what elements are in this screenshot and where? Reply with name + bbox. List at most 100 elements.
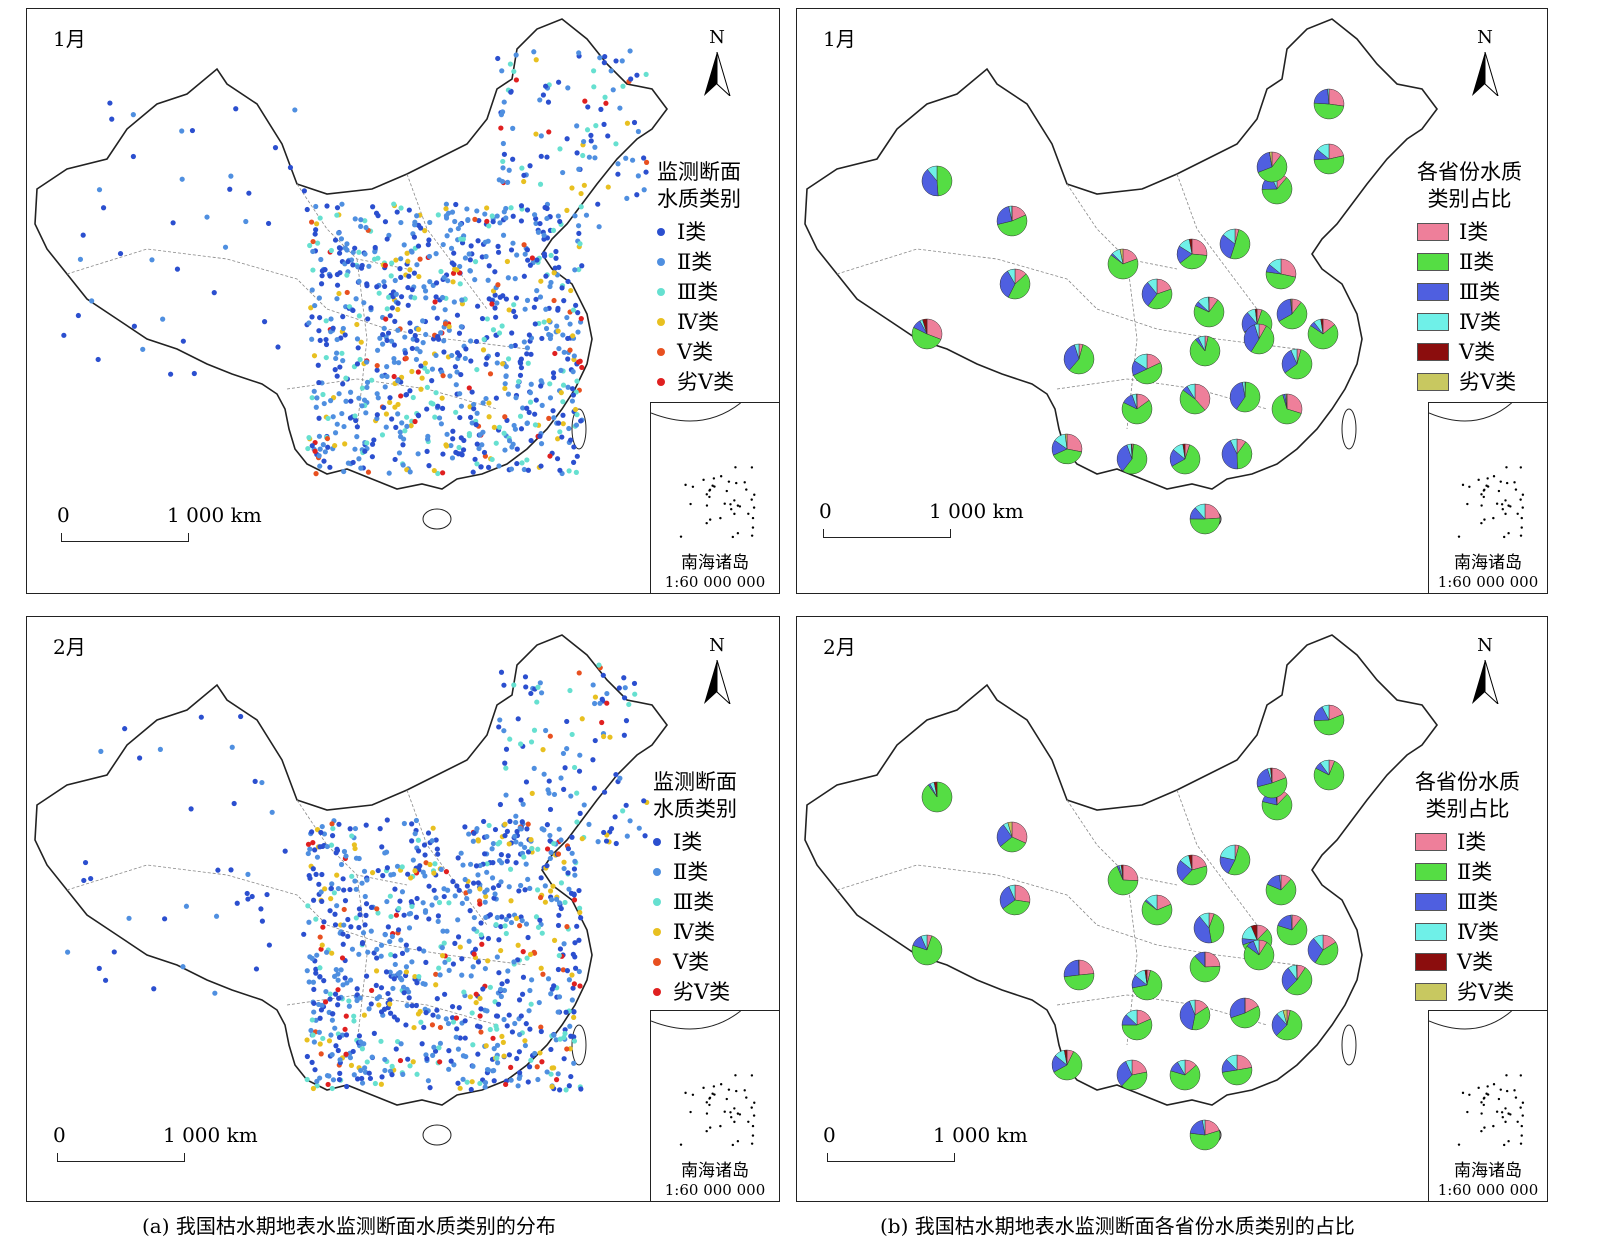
island-dot [719, 1083, 723, 1086]
pie-slice [1186, 383, 1196, 400]
monitoring-point [374, 284, 380, 290]
monitoring-point [473, 863, 480, 869]
pie-slice [1290, 348, 1298, 365]
monitoring-point [328, 885, 334, 892]
monitoring-point [409, 287, 415, 293]
monitoring-point [453, 382, 459, 388]
monitoring-point [498, 125, 504, 131]
monitoring-point [557, 467, 563, 473]
monitoring-point [336, 1034, 343, 1041]
island-dot [1482, 495, 1485, 499]
monitoring-point [643, 71, 649, 78]
monitoring-point [502, 923, 508, 929]
island-dot [691, 1093, 695, 1097]
monitoring-point [409, 838, 415, 844]
monitoring-point [365, 469, 372, 475]
monitoring-point [558, 390, 564, 396]
pie-slice [1285, 393, 1288, 410]
monitoring-point [339, 201, 345, 207]
monitoring-point [523, 921, 530, 927]
monitoring-point [404, 947, 410, 953]
monitoring-point [424, 436, 431, 442]
monitoring-point [325, 444, 331, 450]
monitoring-point [383, 316, 389, 322]
monitoring-point [449, 260, 455, 266]
island-dot [719, 1124, 722, 1128]
monitoring-point [442, 959, 448, 965]
province-pie [1107, 864, 1139, 896]
monitoring-point [502, 414, 508, 420]
monitoring-point [574, 150, 580, 156]
island-dot [691, 485, 695, 489]
province-pie [1313, 759, 1345, 791]
monitoring-point [458, 236, 464, 242]
monitoring-point [321, 458, 327, 464]
monitoring-point [362, 251, 368, 257]
monitoring-point [405, 258, 411, 264]
monitoring-point [325, 415, 331, 422]
north-label: N [1477, 635, 1493, 656]
monitoring-point [395, 401, 401, 408]
monitoring-point [514, 828, 520, 835]
monitoring-point [533, 914, 540, 920]
pie-slice [1145, 894, 1158, 911]
monitoring-point [392, 456, 398, 463]
monitoring-point [555, 922, 562, 929]
monitoring-point [576, 768, 583, 774]
monitoring-point [319, 268, 325, 274]
monitoring-point [352, 413, 358, 419]
pie-slice [1053, 1051, 1083, 1081]
monitoring-point [450, 1019, 457, 1025]
monitoring-point [535, 924, 542, 930]
monitoring-point [358, 1067, 364, 1074]
monitoring-point [564, 136, 570, 142]
legend-swatch [1417, 313, 1449, 331]
monitoring-point [424, 1056, 430, 1062]
island-dot [1497, 1097, 1501, 1101]
monitoring-point [314, 1078, 320, 1084]
monitoring-point [212, 990, 218, 996]
island-dot [736, 532, 740, 535]
monitoring-point [475, 838, 482, 844]
monitoring-point [342, 898, 349, 904]
pie-slice [1144, 969, 1148, 986]
monitoring-point [82, 859, 89, 866]
monitoring-point [508, 89, 514, 95]
monitoring-point [520, 801, 526, 807]
monitoring-point [474, 208, 480, 214]
monitoring-point [313, 916, 319, 922]
monitoring-point [591, 700, 598, 707]
monitoring-point [464, 1079, 470, 1085]
monitoring-point [456, 444, 462, 451]
monitoring-point [421, 948, 427, 954]
monitoring-point [527, 262, 533, 268]
province-boundary [1066, 183, 1178, 270]
monitoring-point [431, 870, 437, 876]
monitoring-point [358, 339, 364, 345]
island-dot [750, 534, 754, 537]
monitoring-point [378, 942, 385, 948]
monitoring-point [524, 351, 530, 357]
legend-item: Ⅳ类 [1415, 917, 1520, 947]
monitoring-point [538, 278, 544, 284]
monitoring-point [350, 459, 356, 466]
monitoring-point [512, 426, 519, 432]
monitoring-point [439, 294, 446, 301]
monitoring-point [558, 367, 564, 373]
monitoring-point [334, 421, 340, 427]
monitoring-point [531, 304, 537, 310]
monitoring-point [385, 330, 392, 336]
monitoring-point [501, 430, 507, 436]
monitoring-point [524, 457, 530, 463]
legend-dot [657, 378, 665, 386]
pie-slice [1147, 278, 1158, 295]
monitoring-point [562, 765, 568, 771]
pie-slice [1230, 229, 1251, 260]
legend-item: 劣Ⅴ类 [653, 977, 737, 1007]
monitoring-point [572, 940, 578, 946]
monitoring-point [491, 1067, 497, 1074]
monitoring-point [590, 682, 596, 688]
monitoring-point [430, 401, 436, 407]
island-dot [689, 1110, 692, 1114]
monitoring-point [548, 1046, 554, 1053]
